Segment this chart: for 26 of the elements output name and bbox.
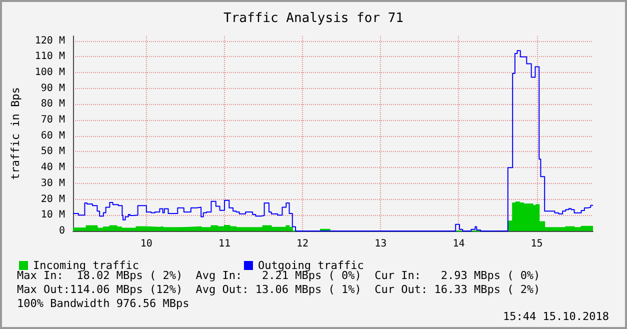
y-tick-label: 60 M <box>40 130 65 142</box>
text: 100% Bandwidth 976.56 MBps <box>17 297 190 310</box>
x-tick-label: 15 <box>530 238 543 250</box>
y-tick-label: 40 M <box>40 162 65 174</box>
y-tick-label: 120 M <box>34 35 65 46</box>
y-axis-title: traffic in Bps <box>9 87 22 180</box>
chart-title: Traffic Analysis for 71 <box>223 11 404 26</box>
y-tick-label: 100 M <box>34 66 65 78</box>
legend-label: Outgoing traffic <box>258 259 364 272</box>
y-tick-label: 30 M <box>40 178 65 189</box>
y-tick-label: 0 <box>58 226 65 236</box>
text: 15:44 15.10.2018 <box>503 310 610 323</box>
y-tick-label: 50 M <box>40 146 65 158</box>
y-tick-label: 80 M <box>40 98 65 110</box>
x-tick-label: 10 <box>140 238 152 250</box>
y-tick-label: 20 M <box>40 194 65 205</box>
text: Max Out:114.06 MBps (12%) Avg Out: 13.06 MBps ( 1%) Cur Out: 16.33 MBps ( 2%) <box>17 283 540 296</box>
y-tick-label: 70 M <box>40 114 65 126</box>
y-tick-label: 90 M <box>40 82 65 94</box>
y-tick-label: 110 M <box>34 51 65 62</box>
x-tick-label: 12 <box>296 238 309 250</box>
y-tick-label: 10 M <box>40 210 65 221</box>
x-tick-label: 11 <box>218 238 230 250</box>
legend-label: Incoming traffic <box>33 259 139 272</box>
x-tick-label: 14 <box>452 238 465 250</box>
x-tick-label: 13 <box>374 238 387 250</box>
